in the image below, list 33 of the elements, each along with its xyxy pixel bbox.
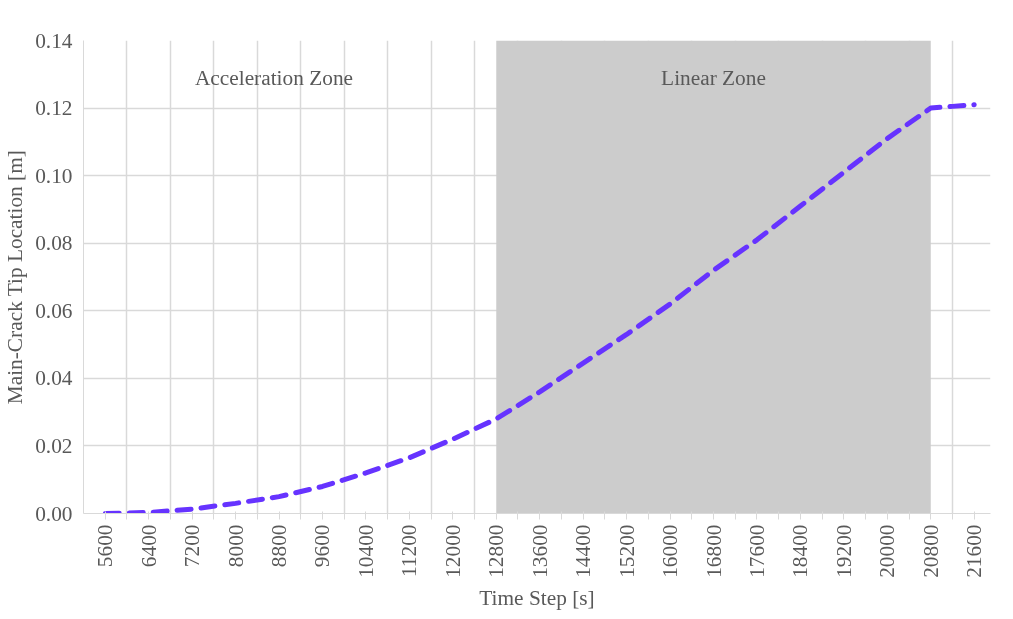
band-label: Linear Zone bbox=[661, 66, 766, 91]
y-axis-title: Main-Crack Tip Location [m] bbox=[3, 150, 28, 405]
x-tick-label: 8000 bbox=[223, 524, 248, 568]
y-tick-label: 0.02 bbox=[35, 433, 73, 458]
x-axis-title: Time Step [s] bbox=[479, 585, 595, 610]
x-tick-label: 5600 bbox=[93, 524, 118, 568]
x-tick-label: 13600 bbox=[527, 524, 552, 578]
y-tick-label: 0.04 bbox=[35, 366, 73, 391]
x-tick-label: 15200 bbox=[614, 524, 639, 578]
annotation: Acceleration Zone bbox=[194, 66, 354, 91]
x-tick-label: 10400 bbox=[353, 524, 378, 578]
y-tick-label: 0.10 bbox=[35, 163, 73, 188]
x-tick-label: 11200 bbox=[397, 524, 422, 578]
x-tick-label: 12000 bbox=[440, 524, 465, 578]
x-tick-label: 21600 bbox=[962, 524, 987, 578]
x-tick-label: 20800 bbox=[918, 524, 943, 578]
x-tick-label: 20000 bbox=[875, 524, 900, 578]
y-tick-label: 0.12 bbox=[35, 96, 73, 121]
x-tick-label: 14400 bbox=[571, 524, 596, 578]
x-tick-label: 19200 bbox=[831, 524, 856, 578]
x-tick-label: 8800 bbox=[267, 524, 292, 568]
y-tick-label: 0.00 bbox=[35, 501, 73, 526]
x-tick-label: 9600 bbox=[310, 524, 335, 568]
y-tick-label: 0.14 bbox=[35, 28, 73, 53]
x-tick-label: 18400 bbox=[788, 524, 813, 578]
x-tick-label: 12800 bbox=[484, 524, 509, 578]
y-tick-label: 0.08 bbox=[35, 231, 73, 256]
x-tick-label: 7200 bbox=[180, 524, 205, 568]
y-tick-label: 0.06 bbox=[35, 298, 73, 323]
x-tick-label: 16000 bbox=[658, 524, 683, 578]
x-tick-label: 17600 bbox=[744, 524, 769, 578]
x-tick-label: 6400 bbox=[136, 524, 161, 568]
x-tick-label: 16800 bbox=[701, 524, 726, 578]
